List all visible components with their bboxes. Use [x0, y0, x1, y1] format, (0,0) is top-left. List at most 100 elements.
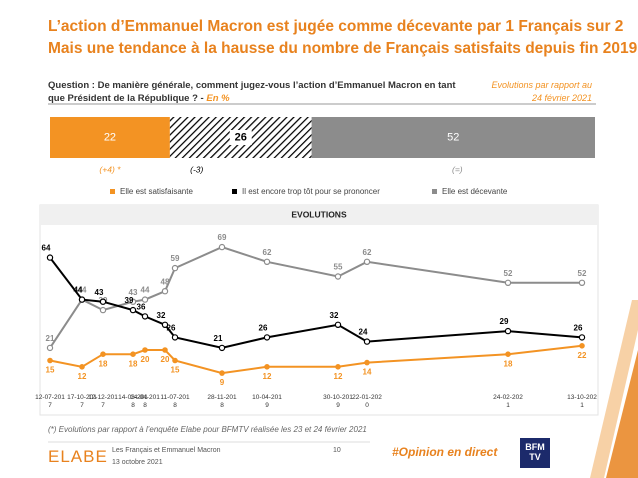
value-label: 18 [504, 359, 513, 368]
partner-logo: BFM TV [520, 438, 550, 468]
value-label: 44 [74, 286, 83, 295]
point [78, 296, 86, 303]
value-label: 21 [214, 334, 223, 343]
change-label: (-3) [190, 164, 203, 174]
point [46, 254, 54, 261]
point [334, 273, 342, 280]
value-label: 12 [263, 372, 272, 381]
value-label: 55 [334, 263, 343, 272]
value-label: 20 [161, 355, 170, 364]
title-line: Mais une tendance à la hausse du nombre … [48, 40, 638, 57]
value-label: 52 [504, 269, 513, 278]
point [100, 351, 106, 358]
question: Question : De manière générale, comment … [48, 79, 468, 105]
value-label: 36 [137, 303, 146, 312]
decor-triangle [590, 300, 638, 478]
point [129, 298, 137, 305]
bar-segment [311, 117, 595, 158]
point [578, 279, 586, 286]
value-label: 32 [330, 311, 339, 320]
point [161, 288, 169, 295]
point [219, 370, 225, 376]
value-label: 18 [129, 359, 138, 368]
legend-label: Elle est satisfaisante [120, 187, 193, 196]
segment-label: 52 [447, 131, 459, 143]
legend-swatch [232, 189, 237, 194]
legend-swatch [110, 189, 115, 194]
hashtag: #Opinion en direct [392, 445, 498, 459]
x-tick-label: 22-01-2020 [352, 394, 382, 409]
value-label: 9 [220, 378, 225, 387]
point [162, 347, 168, 353]
x-tick-label: 17-10-2017 [67, 394, 97, 409]
point [171, 334, 179, 341]
point [99, 298, 107, 305]
point [578, 334, 586, 341]
logo: ELABE [48, 447, 108, 466]
point [47, 357, 53, 364]
point [79, 363, 85, 370]
line-chart-title: EVOLUTIONS [291, 209, 347, 219]
point [218, 243, 226, 251]
point [504, 327, 512, 335]
value-label: 14 [363, 368, 372, 377]
line-chart-header [40, 205, 598, 225]
point [264, 363, 270, 370]
label-box [229, 130, 252, 145]
point [334, 321, 342, 328]
evolution-note: Evolutions par rapport au 24 février 202… [491, 80, 592, 103]
point [504, 279, 512, 286]
value-label: 22 [578, 351, 587, 360]
x-tick-label: 30-10-2019 [323, 394, 353, 409]
point [141, 313, 149, 320]
x-tick-label: 12-07-2017 [35, 394, 65, 409]
value-label: 29 [500, 317, 509, 326]
study-date: 13 octobre 2021 [112, 459, 163, 466]
value-label: 44 [78, 286, 87, 295]
value-label: 62 [363, 248, 372, 257]
question-text: Question : De manière générale, comment … [48, 80, 456, 104]
title-line: L’action d’Emmanuel Macron est jugée com… [48, 18, 624, 35]
value-label: 21 [46, 334, 55, 343]
value-label: 15 [46, 366, 55, 375]
point [171, 264, 179, 272]
value-label: 43 [95, 288, 104, 297]
change-label: (+4) * [99, 164, 121, 174]
x-tick-label: 12-12-2017 [88, 394, 118, 409]
x-tick-label: 14-03-2018 [118, 394, 148, 409]
value-label: 26 [259, 324, 268, 333]
value-label: 39 [125, 296, 134, 305]
value-label: 44 [141, 286, 150, 295]
point [335, 363, 341, 370]
point [172, 357, 178, 364]
x-tick-label: 28-11-2018 [207, 394, 237, 409]
bar-segment [50, 117, 170, 158]
decor-triangle [606, 350, 638, 478]
value-label: 24 [359, 328, 368, 337]
value-label: 59 [171, 254, 180, 263]
value-label: 26 [574, 324, 583, 333]
value-label: 43 [129, 288, 138, 297]
legend-label: Elle est décevante [442, 187, 508, 196]
value-label: 12 [334, 372, 343, 381]
line-chart-frame [39, 204, 599, 416]
point [130, 351, 136, 358]
value-label: 52 [578, 269, 587, 278]
x-tick-label: 14-04-2018 [130, 394, 160, 409]
unit-note: En % [206, 93, 230, 104]
point [363, 258, 371, 265]
value-label: 62 [263, 248, 272, 257]
value-label: 32 [157, 311, 166, 320]
point [364, 359, 370, 366]
point [505, 351, 511, 358]
value-label: 26 [167, 324, 176, 333]
footnote: (*) Evolutions par rapport à l’enquête E… [48, 425, 367, 434]
x-tick-label: 13-10-2021 [567, 394, 597, 409]
point [363, 338, 371, 345]
point [263, 334, 271, 341]
value-label: 69 [218, 233, 227, 242]
point [129, 306, 137, 314]
point [161, 321, 169, 328]
